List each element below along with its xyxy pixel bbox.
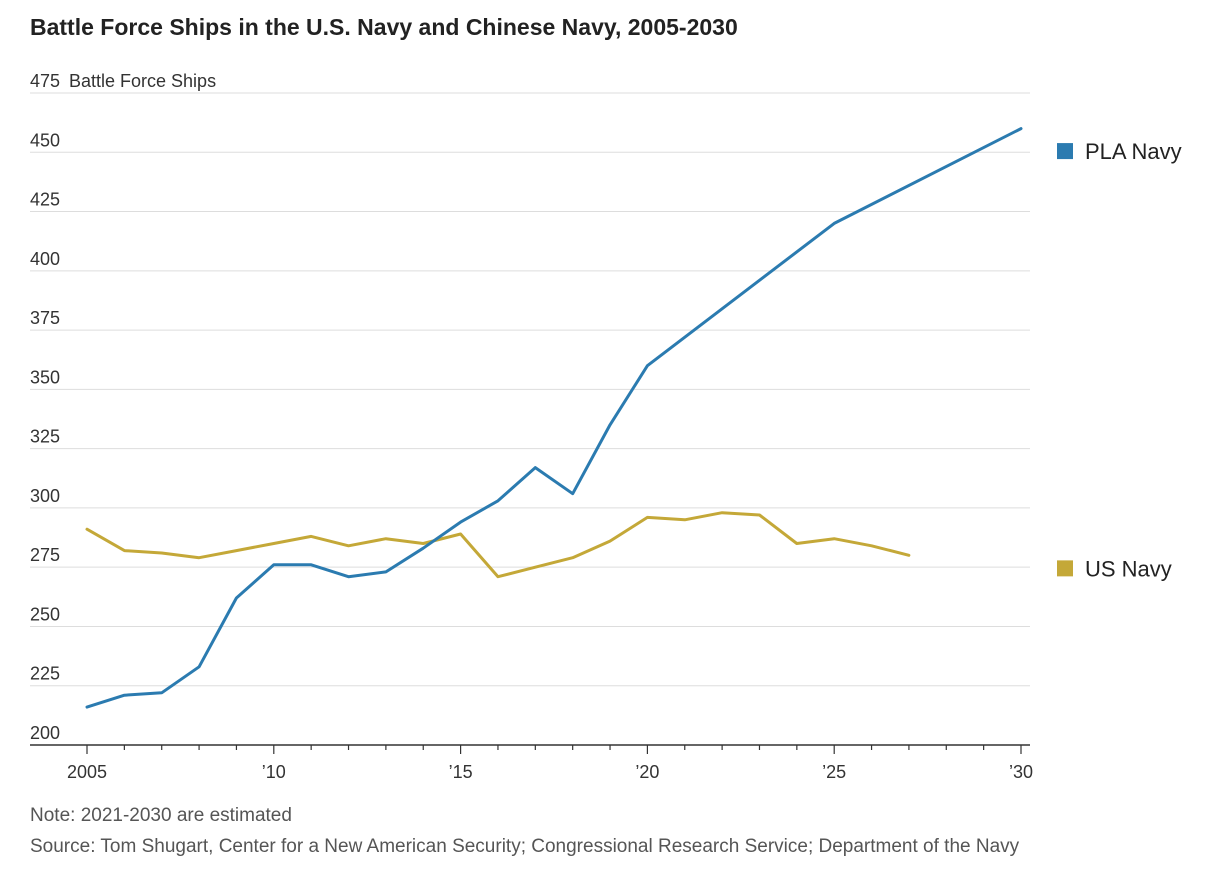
y-tick-label-300: 300 — [30, 486, 60, 506]
y-tick-label-475: 475 — [30, 71, 60, 91]
y-tick-label-425: 425 — [30, 190, 60, 210]
legend: PLA Navy US Navy — [1057, 139, 1182, 581]
y-tick-label-325: 325 — [30, 427, 60, 447]
y-tick-label-275: 275 — [30, 545, 60, 565]
x-tick-label-2025: ’25 — [822, 762, 846, 782]
y-tick-label-350: 350 — [30, 367, 60, 387]
x-tick-label-2005: 2005 — [67, 762, 107, 782]
x-tick-label-2015: ’15 — [449, 762, 473, 782]
x-tick-label-2030: ’30 — [1009, 762, 1033, 782]
y-axis-label: Battle Force Ships — [69, 71, 216, 91]
gridlines — [30, 92, 1030, 687]
y-tick-label-250: 250 — [30, 604, 60, 624]
legend-label-pla-navy: PLA Navy — [1085, 139, 1182, 164]
series-line-pla-navy — [85, 127, 1023, 709]
legend-swatch-pla-navy — [1057, 143, 1073, 160]
chart-title: Battle Force Ships in the U.S. Navy and … — [30, 14, 738, 40]
y-axis-ticks: 200 225 250 275 300 325 350 375 400 425 450 475 Batt… — [30, 71, 216, 743]
y-tick-label-375: 375 — [30, 308, 60, 328]
chart-source: Source: Tom Shugart, Center for a New Am… — [30, 836, 1020, 857]
chart-note: Note: 2021-2030 are estimated — [30, 805, 292, 826]
x-axis: 2005 ’10 ’15 ’20 ’25 ’30 — [30, 744, 1033, 782]
legend-label-us-navy: US Navy — [1085, 556, 1172, 581]
y-tick-label-200: 200 — [30, 723, 60, 743]
y-tick-label-225: 225 — [30, 664, 60, 684]
series-lines — [85, 127, 1023, 709]
y-tick-label-450: 450 — [30, 130, 60, 150]
y-tick-label-400: 400 — [30, 249, 60, 269]
x-tick-label-2020: ’20 — [635, 762, 659, 782]
legend-swatch-us-navy — [1057, 560, 1073, 577]
x-tick-label-2010: ’10 — [262, 762, 286, 782]
